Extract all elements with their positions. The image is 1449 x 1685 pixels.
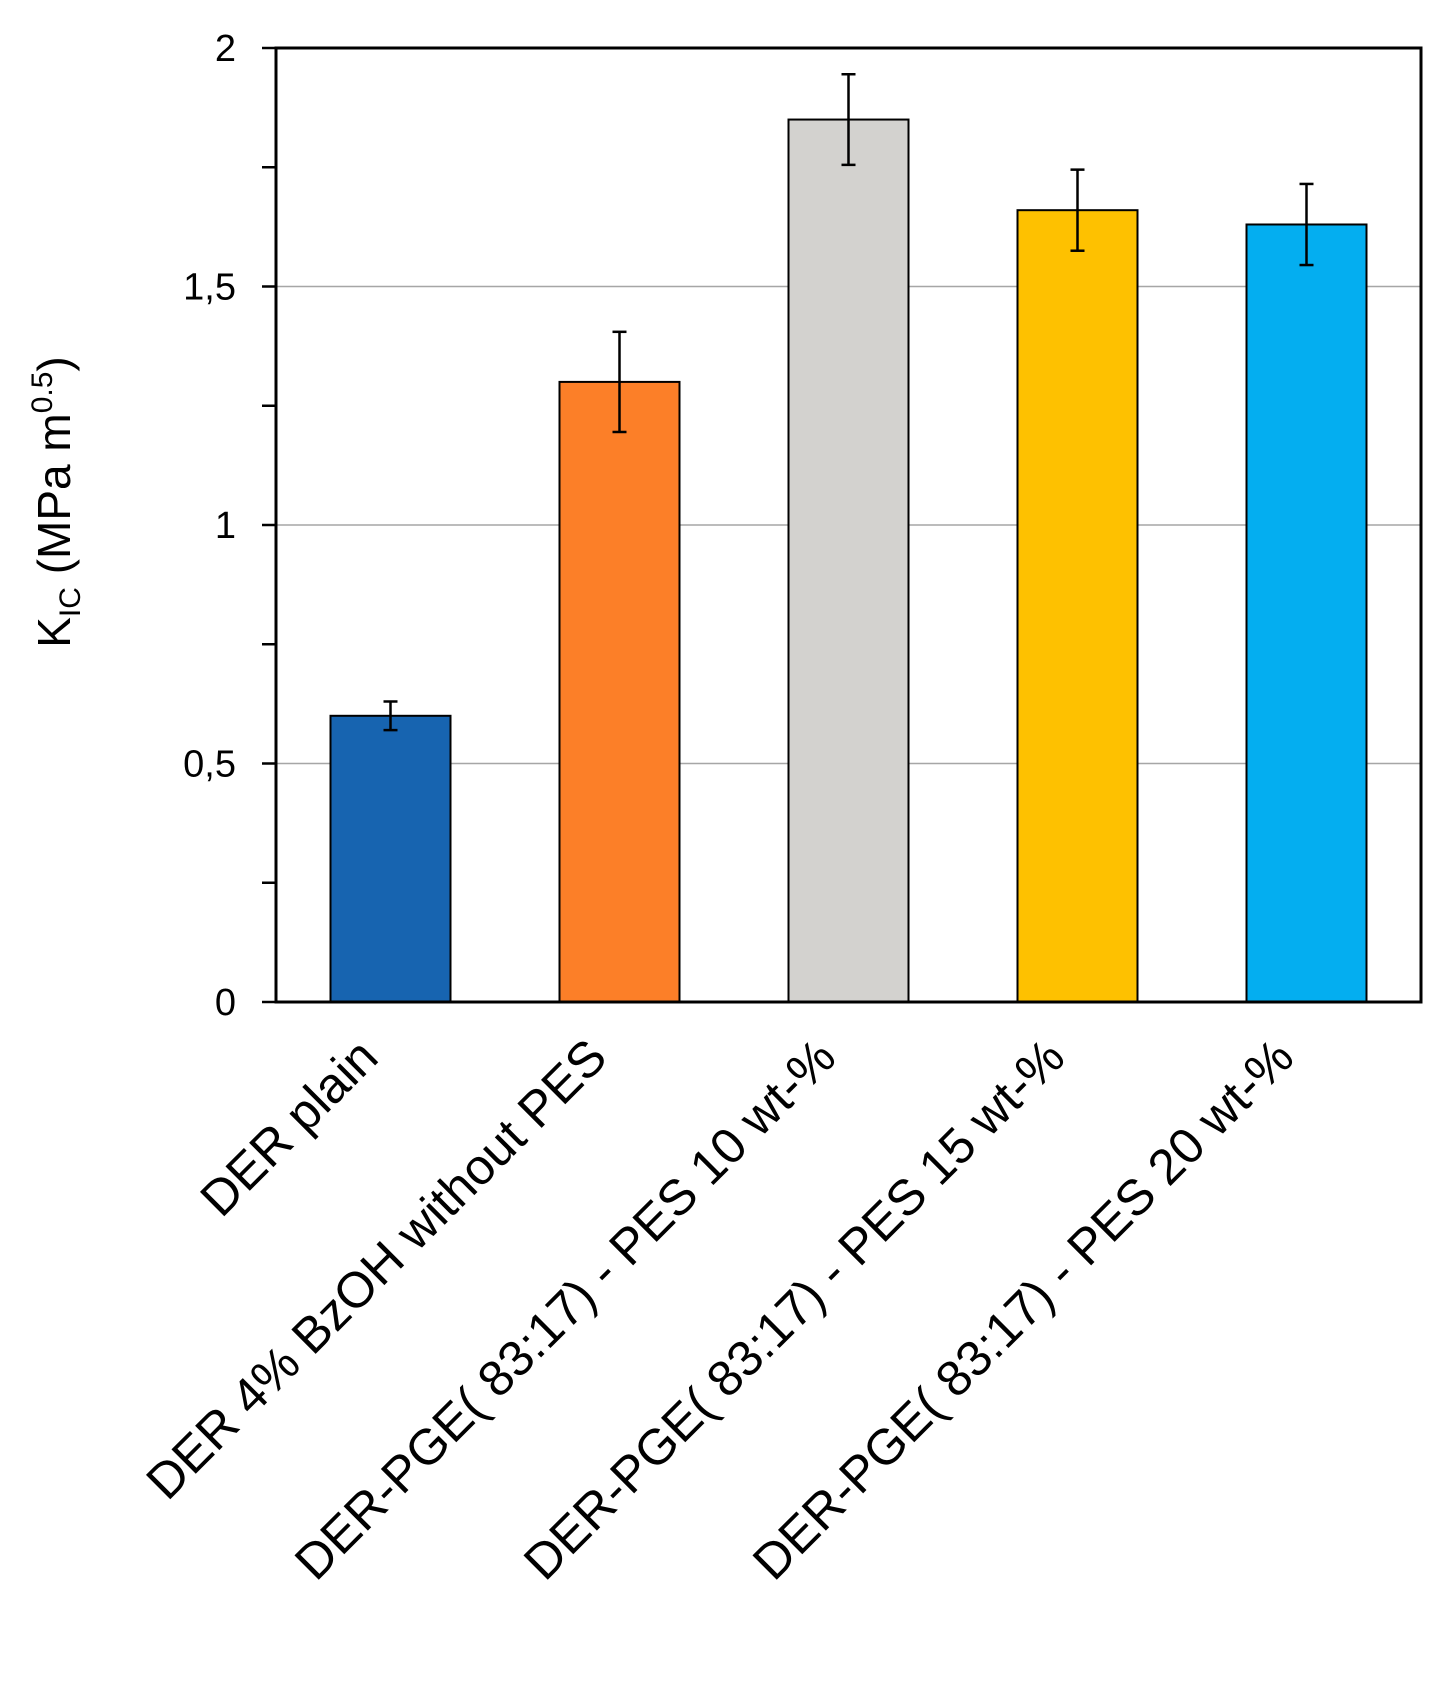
error-bar bbox=[612, 330, 627, 434]
error-bar bbox=[1299, 182, 1314, 267]
error-bar bbox=[1070, 168, 1085, 252]
bar bbox=[329, 714, 452, 1003]
y-tick-label: 1 bbox=[215, 505, 236, 547]
y-axis-label: KIC (MPa m0.5) bbox=[26, 356, 87, 648]
y-tick-label: 2 bbox=[215, 28, 236, 70]
error-bar bbox=[383, 700, 398, 732]
y-label-unit-close: ) bbox=[28, 356, 80, 371]
error-bars bbox=[383, 72, 1314, 732]
y-label-superscript: 0.5 bbox=[26, 372, 59, 414]
y-tick-label: 1,5 bbox=[183, 267, 236, 309]
y-tick-label: 0 bbox=[215, 982, 236, 1024]
bar bbox=[1016, 209, 1139, 1003]
y-axis-ticks: 0 0,5 1 1,5 2 bbox=[183, 28, 276, 1024]
x-category-label: DER plain bbox=[190, 1028, 389, 1227]
bar bbox=[1245, 223, 1368, 1004]
bar bbox=[787, 118, 910, 1004]
x-category-label: DER 4% BzOH without PES bbox=[136, 1028, 618, 1510]
y-tick-label: 0,5 bbox=[183, 744, 236, 786]
bar bbox=[558, 380, 681, 1003]
y-label-symbol: K bbox=[28, 617, 80, 648]
y-label-unit: (MPa m bbox=[28, 413, 80, 587]
y-label-subscript: IC bbox=[54, 587, 87, 617]
error-bar bbox=[841, 72, 856, 167]
bars bbox=[329, 118, 1368, 1004]
